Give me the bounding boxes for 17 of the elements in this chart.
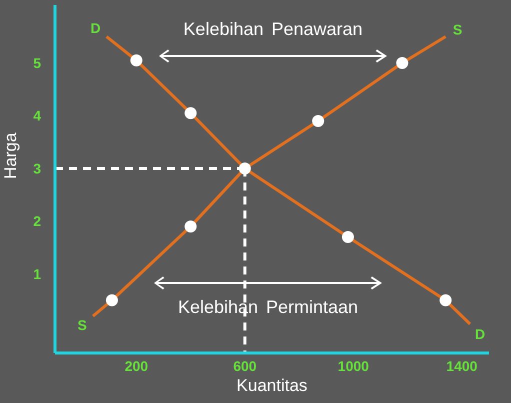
y-tick-label: 5 [33, 54, 42, 71]
text: D [90, 20, 101, 36]
x-axis-title: Kuantitas [236, 376, 308, 395]
series-label: D [474, 326, 486, 342]
y-tick-label: 1 [33, 266, 42, 282]
x-tick-label: 1400 [446, 358, 478, 374]
y-tick-label: 4 [33, 108, 42, 124]
y-tick-label: 3 [33, 160, 42, 176]
y-tick-label: 2 [33, 213, 42, 230]
annotation: Kelebihan Penawaran [182, 19, 364, 40]
x-tick-label: 200 [124, 358, 148, 374]
text: S [452, 21, 462, 38]
x-tick-label: 600 [233, 358, 257, 374]
x-tick-label: 1000 [338, 358, 370, 374]
y-axis-title: Harga [1, 132, 20, 179]
series-label: S [78, 317, 87, 334]
annotation: Kelebihan Permintaan [176, 297, 360, 318]
